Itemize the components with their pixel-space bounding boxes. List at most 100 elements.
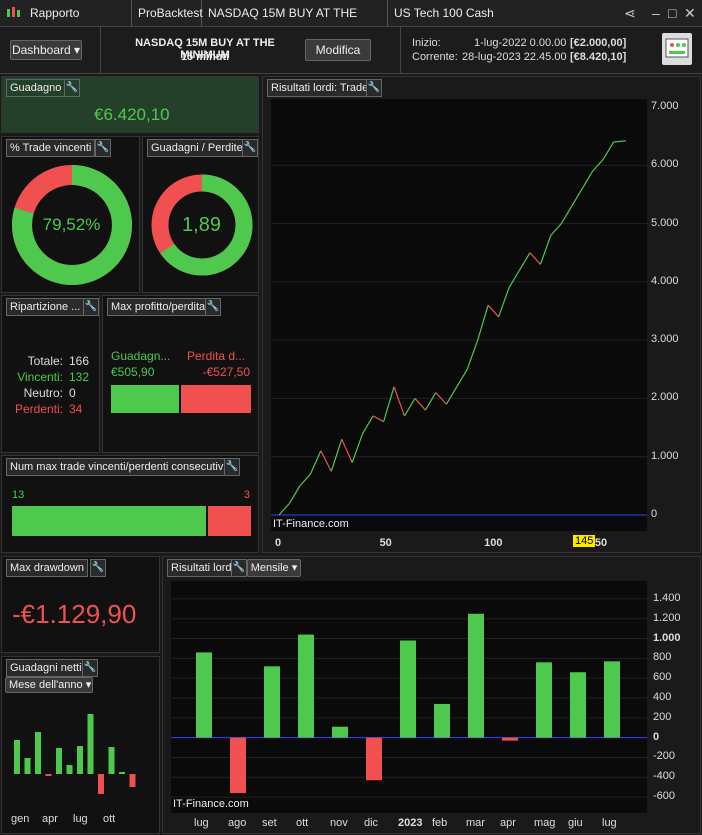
wrench-icon[interactable]: 🔧 (82, 659, 98, 677)
x-tick: 50 (379, 537, 392, 549)
equity-segment (351, 433, 364, 463)
frequency-dropdown[interactable]: Mensile ▾ (247, 559, 301, 577)
tab-report[interactable]: Rapporto dettagliato (24, 0, 132, 46)
maximize-icon[interactable]: □ (668, 5, 677, 21)
panel-title: Max profitto/perdita (107, 298, 210, 316)
net-gain-bar (56, 748, 62, 774)
equity-segment (414, 398, 426, 411)
consecutive-win-bar (12, 506, 206, 536)
equity-segment (288, 485, 301, 504)
equity-segment (466, 339, 479, 370)
max-loss-bar (181, 385, 251, 413)
equity-segment (330, 439, 343, 472)
equity-segment (539, 235, 552, 265)
y-tick: 800 (653, 651, 672, 664)
equity-segment (393, 386, 406, 417)
gain-loss-panel: Guadagni / Perdite 🔧 1,89 (142, 136, 259, 293)
total-value: 166 (69, 354, 90, 368)
strategy-settings-icon[interactable] (662, 33, 692, 65)
x-tick: ago (228, 817, 247, 829)
x-tick: lug (194, 817, 209, 829)
wrench-icon[interactable]: 🔧 (95, 139, 111, 157)
tab-strategy[interactable]: NASDAQ 15M BUY AT THE MINIMUM (202, 0, 388, 46)
consecutive-loss: 3 (243, 489, 250, 501)
y-tick: -400 (653, 770, 676, 783)
max-loss-value: -€527,50 (202, 365, 250, 379)
trade-results-panel: Risultati lordi: Trade 🔧 IT-Finance.com … (262, 76, 701, 553)
month-bar (366, 737, 382, 781)
net-gain-bar (24, 758, 31, 774)
equity-segment (550, 223, 562, 236)
x-tick: 100 (484, 537, 503, 549)
equity-segment (487, 304, 500, 318)
wrench-icon[interactable]: 🔧 (83, 298, 99, 316)
win-value: 132 (69, 370, 90, 384)
y-tick: 400 (653, 691, 672, 703)
current-label: Corrente: (412, 51, 458, 63)
neutral-value: 0 (69, 386, 76, 400)
consecutive-panel: Num max trade vincenti/perdenti consecut… (1, 455, 259, 553)
equity-segment (456, 368, 468, 388)
equity-segment (529, 252, 541, 265)
net-gain-bar (77, 746, 83, 774)
y-tick: -600 (653, 790, 676, 803)
equity-segment (477, 304, 489, 341)
y-tick: 1.400 (653, 591, 681, 604)
y-tick: 4.000 (651, 274, 679, 287)
start-value: [€2.000,00] (570, 37, 627, 49)
max-loss-label: Perdita d... (187, 349, 246, 363)
x-tick: apr (500, 817, 516, 829)
x-tick: feb (432, 817, 448, 829)
month-label: apr (42, 813, 58, 825)
share-icon[interactable]: ⋖ (624, 5, 636, 21)
equity-segment (320, 450, 332, 472)
x-tick: ott (296, 817, 309, 829)
x-tick: 0 (275, 537, 282, 549)
y-tick: 600 (653, 671, 672, 684)
period-dropdown[interactable]: Mese dell'anno ▾ (5, 677, 93, 693)
y-tick: 0 (653, 730, 660, 743)
wrench-icon[interactable]: 🔧 (231, 559, 247, 577)
equity-segment (424, 392, 437, 411)
x-tick: lug (602, 817, 617, 829)
equity-segment (435, 392, 447, 405)
equity-segment (382, 386, 395, 422)
trade-line-chart (271, 99, 647, 531)
month-bar (230, 737, 246, 794)
minimize-icon[interactable]: – (652, 5, 660, 21)
net-gain-bar (45, 774, 52, 776)
max-drawdown-panel: Max drawdown 🔧 -€1.129,90 (1, 556, 160, 653)
equity-segment (445, 386, 458, 405)
equity-segment (341, 438, 353, 463)
wrench-icon[interactable]: 🔧 (90, 559, 106, 577)
net-gain-bar (66, 765, 73, 774)
timeframe: 15 minuti (180, 51, 230, 63)
equity-segment (278, 502, 290, 516)
x-tick: mag (534, 817, 556, 829)
tab-instrument[interactable]: US Tech 100 Cash (1€) (394, 6, 494, 46)
month-label: ott (103, 813, 116, 825)
wrench-icon[interactable]: 🔧 (64, 79, 80, 97)
win-pct-panel: % Trade vincenti 🔧 79,52% (1, 136, 140, 293)
modify-button[interactable]: Modifica (305, 39, 371, 61)
net-gain-bar (35, 732, 41, 774)
close-icon[interactable]: ✕ (684, 5, 696, 21)
x-tick: set (262, 817, 277, 829)
equity-segment (362, 415, 374, 434)
wrench-icon[interactable]: 🔧 (242, 139, 258, 157)
equity-segment (581, 170, 594, 189)
dashboard-dropdown[interactable]: Dashboard ▾ (10, 40, 82, 60)
wrench-icon[interactable]: 🔧 (366, 79, 382, 97)
wrench-icon[interactable]: 🔧 (205, 298, 221, 316)
total-label: Totale: (27, 354, 63, 368)
gain-loss-donut (151, 174, 253, 276)
y-tick: 6.000 (651, 158, 679, 171)
equity-segment (571, 188, 583, 207)
x-tick: giu (568, 817, 583, 829)
tab-probacktest[interactable]: ProBacktest (132, 0, 203, 26)
net-gain-bar (129, 774, 136, 787)
max-gain-value: €505,90 (111, 365, 155, 379)
month-bar (400, 640, 416, 738)
win-label: Vincenti: (17, 370, 63, 384)
wrench-icon[interactable]: 🔧 (224, 458, 240, 476)
